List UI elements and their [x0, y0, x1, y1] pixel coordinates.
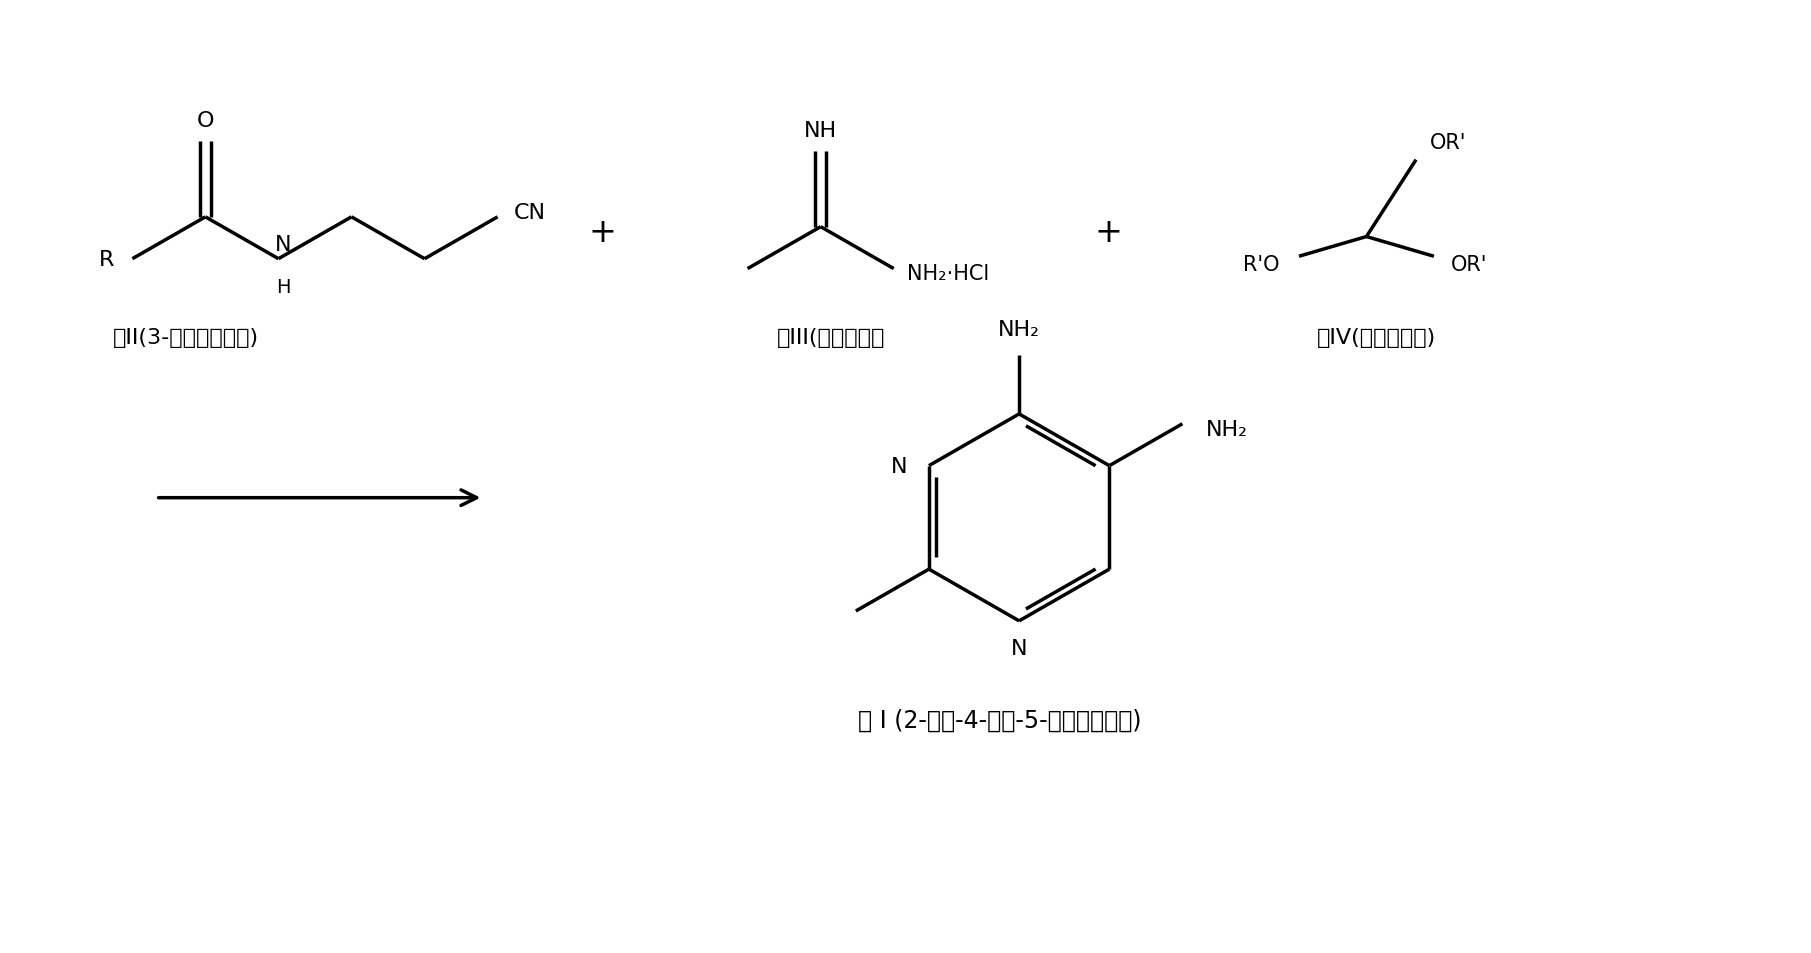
- Text: OR': OR': [1429, 132, 1467, 152]
- Text: H: H: [275, 277, 292, 296]
- Text: R'O: R'O: [1242, 254, 1280, 274]
- Text: 式IV(原甲酸三酯): 式IV(原甲酸三酯): [1317, 328, 1436, 348]
- Text: N: N: [275, 234, 292, 254]
- Text: N: N: [891, 456, 907, 476]
- Text: +: +: [589, 216, 616, 249]
- Text: R: R: [100, 250, 114, 270]
- Text: NH₂·HCl: NH₂·HCl: [907, 264, 989, 284]
- Text: NH₂: NH₂: [1206, 419, 1248, 439]
- Text: OR': OR': [1451, 254, 1487, 274]
- Text: 式II(3-酰基氨基丙腈): 式II(3-酰基氨基丙腈): [112, 328, 259, 348]
- Text: NH₂: NH₂: [998, 320, 1040, 340]
- Text: O: O: [197, 111, 214, 131]
- Text: 式 Ⅰ (2-甲基-4-氨基-5-氨基甲基嘧啶): 式 Ⅰ (2-甲基-4-氨基-5-氨基甲基嘧啶): [858, 708, 1141, 732]
- Text: CN: CN: [513, 203, 545, 223]
- Text: N: N: [1011, 639, 1027, 659]
- Text: NH: NH: [804, 120, 837, 140]
- Text: +: +: [1094, 216, 1123, 249]
- Text: 式III(盐酸乙脒）: 式III(盐酸乙脒）: [777, 328, 886, 348]
